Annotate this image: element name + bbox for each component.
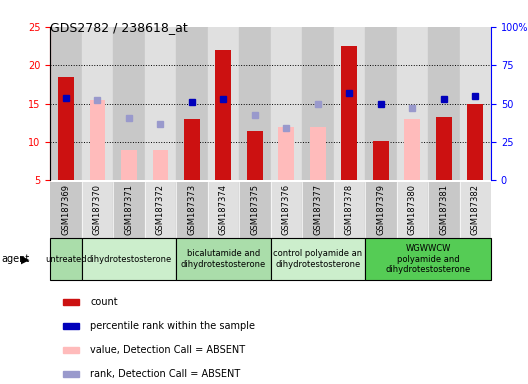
Bar — [145, 182, 176, 238]
Text: GDS2782 / 238618_at: GDS2782 / 238618_at — [50, 21, 188, 34]
Text: WGWWCW
polyamide and
dihydrotestosterone: WGWWCW polyamide and dihydrotestosterone — [385, 244, 470, 274]
Bar — [63, 299, 79, 305]
Bar — [365, 182, 397, 238]
Bar — [436, 117, 451, 180]
Text: GSM187381: GSM187381 — [439, 184, 448, 235]
Bar — [334, 182, 365, 238]
Text: GSM187369: GSM187369 — [61, 184, 70, 235]
Text: ▶: ▶ — [21, 254, 30, 264]
Text: GSM187379: GSM187379 — [376, 184, 385, 235]
Bar — [397, 27, 428, 180]
Bar — [82, 238, 176, 280]
Text: dihydrotestosterone: dihydrotestosterone — [86, 255, 172, 264]
Text: value, Detection Call = ABSENT: value, Detection Call = ABSENT — [90, 345, 245, 355]
Bar — [467, 104, 483, 180]
Bar — [121, 150, 137, 180]
Text: GSM187372: GSM187372 — [156, 184, 165, 235]
Text: GSM187377: GSM187377 — [313, 184, 322, 235]
Bar — [270, 238, 365, 280]
Bar — [208, 182, 239, 238]
Bar — [302, 182, 334, 238]
Bar — [50, 182, 82, 238]
Bar — [63, 323, 79, 329]
Bar — [459, 27, 491, 180]
Bar — [365, 27, 397, 180]
Bar — [82, 182, 113, 238]
Text: count: count — [90, 297, 118, 307]
Bar — [50, 238, 82, 280]
Bar — [428, 27, 459, 180]
Bar — [215, 50, 231, 180]
Bar — [428, 182, 459, 238]
Bar — [310, 127, 326, 180]
Text: GSM187376: GSM187376 — [282, 184, 291, 235]
Bar — [334, 27, 365, 180]
Text: GSM187382: GSM187382 — [471, 184, 480, 235]
Bar — [239, 182, 270, 238]
Bar — [373, 141, 389, 180]
Bar — [145, 27, 176, 180]
Bar — [302, 27, 334, 180]
Bar — [239, 27, 270, 180]
Text: rank, Detection Call = ABSENT: rank, Detection Call = ABSENT — [90, 369, 240, 379]
Text: percentile rank within the sample: percentile rank within the sample — [90, 321, 255, 331]
Bar — [365, 238, 491, 280]
Bar — [153, 150, 168, 180]
Bar — [176, 238, 270, 280]
Text: GSM187370: GSM187370 — [93, 184, 102, 235]
Bar — [184, 119, 200, 180]
Bar — [247, 131, 263, 180]
Text: GSM187378: GSM187378 — [345, 184, 354, 235]
Bar — [342, 46, 357, 180]
Bar — [113, 27, 145, 180]
Bar — [270, 182, 302, 238]
Bar — [397, 182, 428, 238]
Bar — [278, 127, 294, 180]
Bar — [270, 27, 302, 180]
Bar — [404, 119, 420, 180]
Text: untreated: untreated — [45, 255, 87, 264]
Bar — [113, 182, 145, 238]
Bar — [176, 27, 208, 180]
Bar — [58, 77, 74, 180]
Text: GSM187374: GSM187374 — [219, 184, 228, 235]
Bar — [90, 100, 105, 180]
Text: GSM187380: GSM187380 — [408, 184, 417, 235]
Text: agent: agent — [1, 254, 30, 264]
Text: bicalutamide and
dihydrotestosterone: bicalutamide and dihydrotestosterone — [181, 250, 266, 269]
Text: GSM187373: GSM187373 — [187, 184, 196, 235]
Bar — [50, 27, 82, 180]
Bar — [459, 182, 491, 238]
Bar — [208, 27, 239, 180]
Text: GSM187375: GSM187375 — [250, 184, 259, 235]
Bar — [176, 182, 208, 238]
Text: control polyamide an
dihydrotestosterone: control polyamide an dihydrotestosterone — [274, 250, 362, 269]
Text: GSM187371: GSM187371 — [125, 184, 134, 235]
Bar — [82, 27, 113, 180]
Bar — [63, 371, 79, 377]
Bar — [63, 347, 79, 353]
